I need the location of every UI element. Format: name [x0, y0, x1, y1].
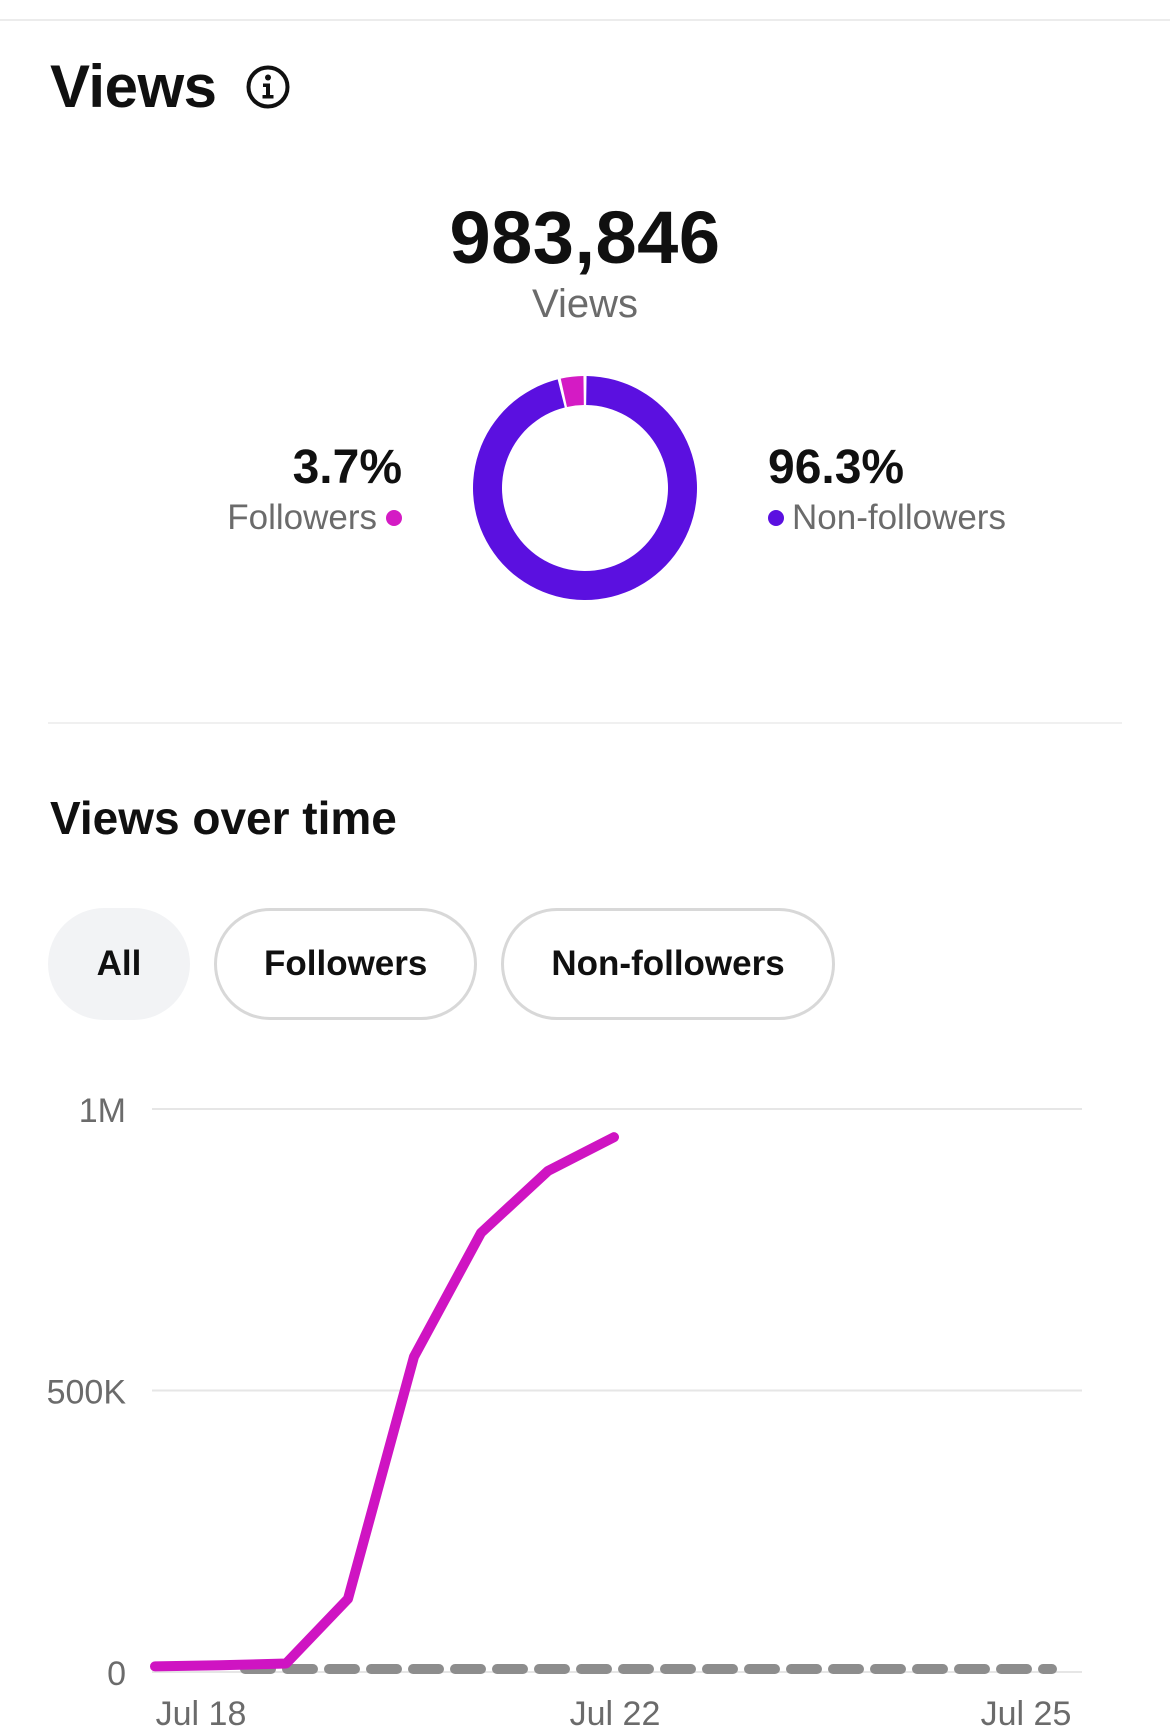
total-views-label: Views — [532, 282, 638, 326]
non-followers-legend-label: Non-followers — [792, 498, 1006, 537]
views-over-time-chart: 1M 500K 0 Jul 18 Jul 22 Jul 25 — [47, 1092, 1082, 1728]
y-tick-label: 0 — [107, 1655, 126, 1693]
views-over-time-title: Views over time — [50, 792, 397, 844]
non-followers-dot — [768, 510, 784, 526]
followers-percent: 3.7% — [292, 441, 402, 494]
total-views-value: 983,846 — [449, 196, 721, 279]
views-line-series — [150, 1132, 619, 1672]
filter-chip-all[interactable]: All — [48, 908, 190, 1020]
non-followers-legend: Non-followers — [768, 496, 1006, 540]
non-followers-percent: 96.3% — [768, 441, 905, 494]
filter-chip-followers[interactable]: Followers — [214, 908, 478, 1020]
y-tick-label: 1M — [79, 1092, 126, 1130]
top-divider — [0, 19, 1170, 21]
filter-chip-all-label: All — [96, 944, 142, 983]
followers-dot — [386, 510, 402, 526]
info-icon[interactable] — [245, 64, 291, 110]
page-title: Views — [50, 53, 217, 120]
section-divider — [48, 722, 1122, 724]
x-tick-label: Jul 18 — [156, 1695, 247, 1728]
filter-chips: All Followers Non-followers — [48, 908, 835, 1020]
y-tick-label: 500K — [47, 1374, 127, 1412]
x-tick-label: Jul 22 — [570, 1695, 661, 1728]
donut-slice-followers — [560, 376, 584, 407]
followers-stat: 3.7% Followers — [227, 440, 402, 540]
filter-chip-non-followers[interactable]: Non-followers — [501, 908, 835, 1020]
followers-legend-label: Followers — [227, 498, 377, 537]
donut-slice-non-followers — [473, 376, 697, 600]
filter-chip-non-followers-label: Non-followers — [551, 944, 785, 983]
views-header: Views — [50, 52, 291, 122]
non-followers-stat: 96.3% Non-followers — [768, 440, 1006, 540]
views-donut-chart — [473, 376, 697, 600]
followers-legend: Followers — [227, 496, 402, 540]
total-views-block: 983,846 Views — [0, 195, 1170, 327]
x-tick-label: Jul 25 — [981, 1695, 1072, 1728]
filter-chip-followers-label: Followers — [264, 944, 428, 983]
